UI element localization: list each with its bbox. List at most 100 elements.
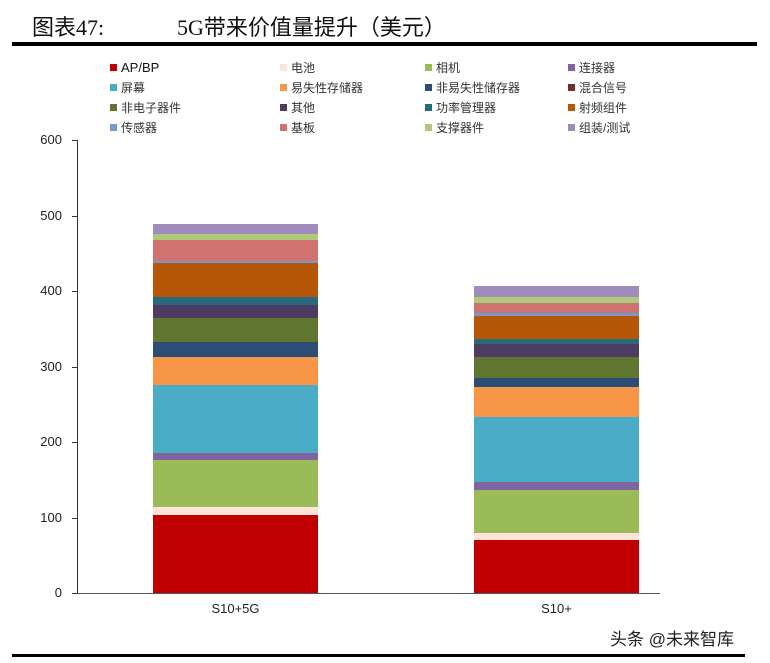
bar-segment xyxy=(153,263,318,298)
bar-segment xyxy=(153,506,318,516)
legend-item: 其他 xyxy=(280,100,315,116)
figure-title: 图表47: 5G带来价值量提升（美元） xyxy=(32,10,446,42)
x-tick-label: S10+ xyxy=(541,601,572,616)
legend-label: 混合信号 xyxy=(579,81,628,95)
legend-swatch-icon xyxy=(568,64,575,71)
legend-swatch-icon xyxy=(568,124,575,131)
bar-segment xyxy=(153,297,318,305)
y-tick-label: 500 xyxy=(40,207,62,223)
bar-segment xyxy=(474,343,639,357)
bar-segment xyxy=(153,304,318,319)
legend-item: 非易失性储存器 xyxy=(425,80,520,96)
legend-swatch-icon xyxy=(425,104,432,111)
legend-item: 混合信号 xyxy=(568,80,627,96)
bar-s10plus xyxy=(474,0,639,663)
legend-label: 连接器 xyxy=(579,61,616,75)
title-underline xyxy=(12,42,757,46)
y-tick xyxy=(72,366,77,368)
legend-item: 相机 xyxy=(425,60,460,76)
bar-segment xyxy=(474,303,639,313)
bar-segment xyxy=(153,460,318,507)
legend-label: 屏幕 xyxy=(121,81,146,95)
legend-item: AP/BP xyxy=(110,60,159,76)
legend-label: 其他 xyxy=(291,101,316,115)
legend-label: 相机 xyxy=(436,61,461,75)
legend-swatch-icon xyxy=(280,64,287,71)
bar-segment xyxy=(153,357,318,385)
legend-swatch-icon xyxy=(568,84,575,91)
y-axis xyxy=(77,140,78,593)
legend-item: 射频组件 xyxy=(568,100,627,116)
legend-item: 组装/测试 xyxy=(568,120,630,136)
legend-item: 功率管理器 xyxy=(425,100,496,116)
bar-segment xyxy=(474,532,639,541)
legend-item: 易失性存储器 xyxy=(280,80,363,96)
x-tick-label: S10+5G xyxy=(211,601,260,616)
legend-swatch-icon xyxy=(425,84,432,91)
bar-segment xyxy=(474,338,639,344)
bar-segment xyxy=(474,489,639,533)
bar-segment xyxy=(153,342,318,358)
legend-swatch-icon xyxy=(110,64,117,71)
bar-segment xyxy=(153,515,318,593)
legend-swatch-icon xyxy=(425,124,432,131)
legend-swatch-icon xyxy=(280,124,287,131)
legend-label: 易失性存储器 xyxy=(291,81,364,95)
y-tick-label: 0 xyxy=(54,585,62,600)
chart-title: 5G带来价值量提升（美元） xyxy=(177,15,446,40)
bar-segment xyxy=(474,356,639,378)
y-tick-label: 400 xyxy=(40,283,62,298)
bar-segment xyxy=(153,223,318,234)
bar-segment xyxy=(474,540,639,593)
legend-item: 支撑器件 xyxy=(425,120,484,136)
legend-label: 非易失性储存器 xyxy=(436,81,521,95)
bar-s10plus5g xyxy=(153,0,318,663)
bar-segment xyxy=(474,482,639,490)
legend-label: 支撑器件 xyxy=(436,121,485,135)
y-tick xyxy=(72,140,77,141)
bar-segment xyxy=(474,285,639,298)
legend-swatch-icon xyxy=(425,64,432,71)
bar-segment xyxy=(474,315,639,339)
bar-segment xyxy=(153,233,318,240)
legend-label: AP/BP xyxy=(121,60,160,75)
y-tick-label: 100 xyxy=(40,509,62,525)
legend-label: 射频组件 xyxy=(579,101,628,115)
y-tick-label: 200 xyxy=(40,434,62,449)
bar-segment xyxy=(474,386,639,418)
legend-item: 屏幕 xyxy=(110,80,145,96)
legend-item: 传感器 xyxy=(110,120,157,136)
bar-segment xyxy=(153,239,318,261)
legend-label: 组装/测试 xyxy=(579,121,631,135)
y-tick xyxy=(72,442,77,443)
legend-swatch-icon xyxy=(110,124,117,131)
bar-segment xyxy=(153,384,318,453)
figure-number: 图表47: xyxy=(32,15,105,40)
bar-segment xyxy=(474,297,639,304)
legend-swatch-icon xyxy=(568,104,575,111)
legend-label: 传感器 xyxy=(121,121,158,135)
legend-swatch-icon xyxy=(110,104,117,111)
bar-segment xyxy=(153,260,318,264)
y-tick xyxy=(72,215,77,217)
legend-item: 非电子器件 xyxy=(110,100,181,116)
bar-segment xyxy=(474,312,639,316)
legend-label: 功率管理器 xyxy=(436,101,497,115)
bar-segment xyxy=(153,452,318,461)
legend-item: 基板 xyxy=(280,120,315,136)
y-tick-label: 600 xyxy=(40,132,62,147)
y-tick xyxy=(72,517,77,519)
bar-segment xyxy=(474,377,639,387)
legend-item: 连接器 xyxy=(568,60,615,76)
legend-item: 电池 xyxy=(280,60,315,76)
y-tick-label: 300 xyxy=(40,358,62,374)
legend-label: 非电子器件 xyxy=(121,101,182,115)
x-axis xyxy=(72,593,660,594)
legend-swatch-icon xyxy=(280,84,287,91)
y-tick xyxy=(72,291,77,292)
footer-rule xyxy=(12,654,745,657)
watermark: 头条 @未来智库 xyxy=(610,630,734,649)
y-tick xyxy=(72,593,77,594)
legend-swatch-icon xyxy=(110,84,117,91)
legend-swatch-icon xyxy=(280,104,287,111)
